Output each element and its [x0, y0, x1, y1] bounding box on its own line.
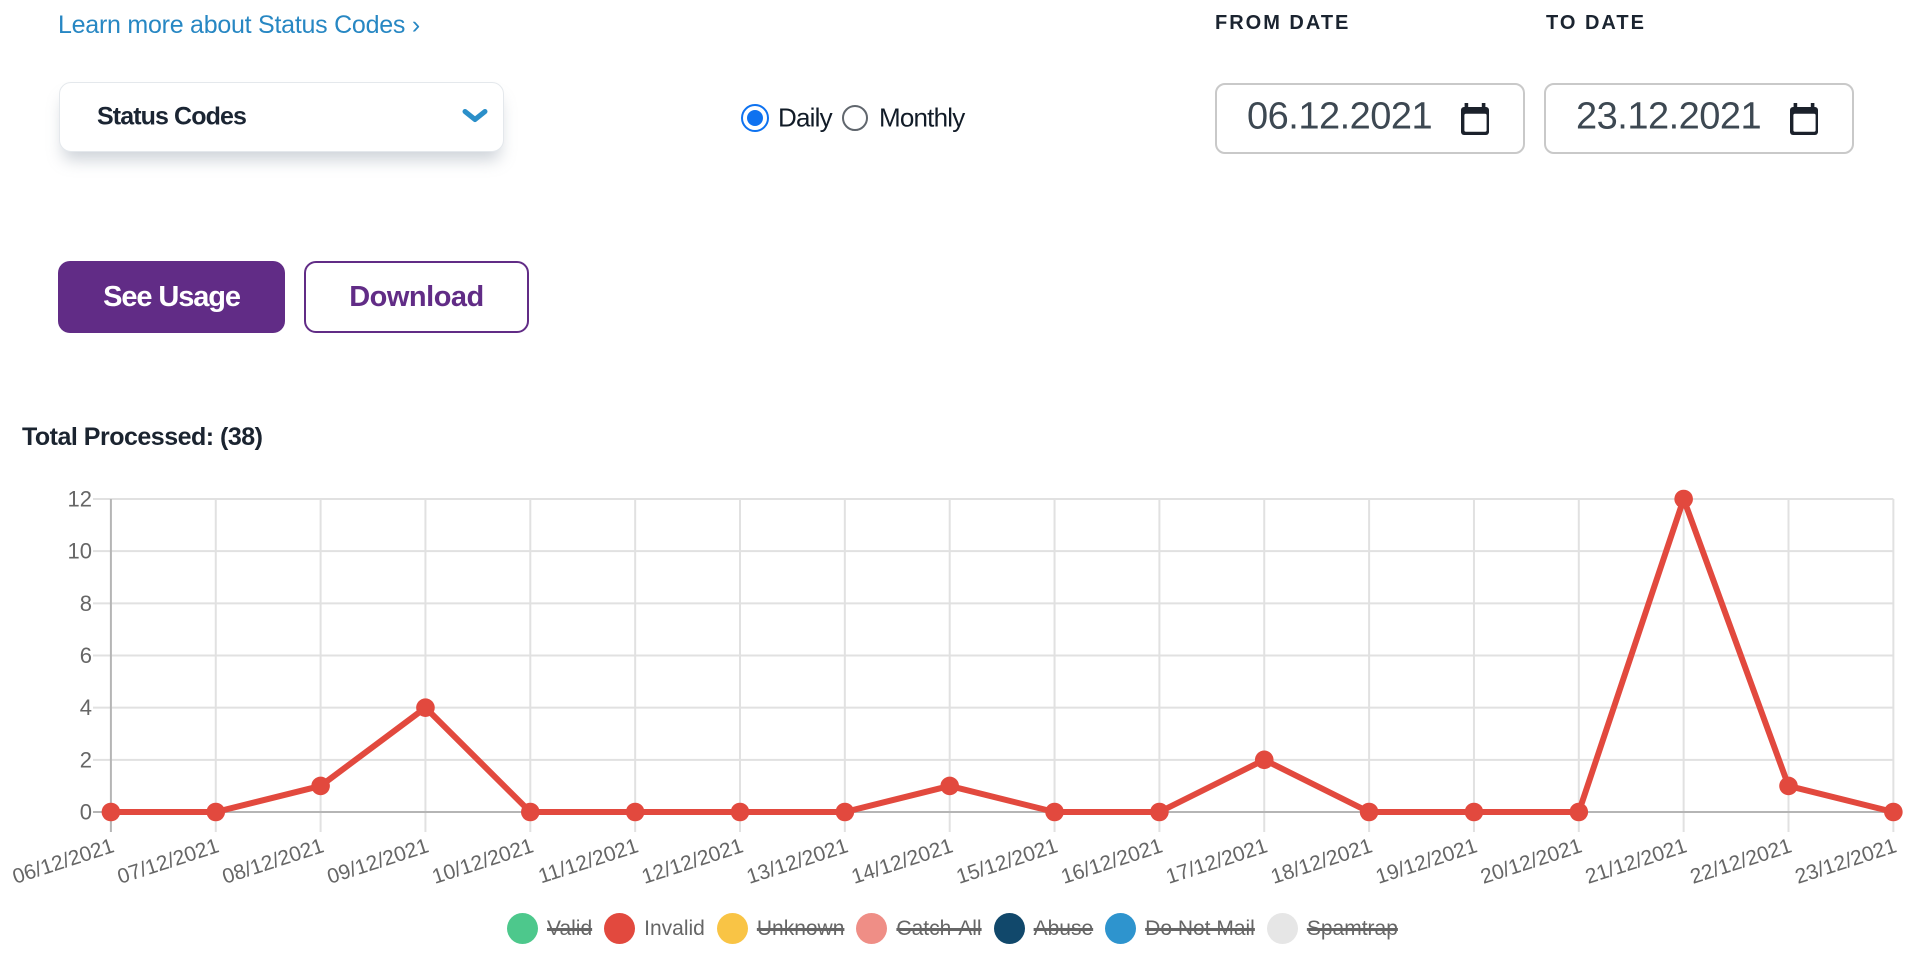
svg-text:19/12/2021: 19/12/2021	[1373, 834, 1480, 888]
svg-text:16/12/2021: 16/12/2021	[1058, 834, 1165, 888]
svg-text:11/12/2021: 11/12/2021	[536, 834, 642, 888]
svg-text:07/12/2021: 07/12/2021	[115, 834, 222, 888]
svg-text:14/12/2021: 14/12/2021	[849, 834, 956, 888]
svg-text:8: 8	[80, 591, 92, 616]
svg-text:4: 4	[80, 695, 92, 720]
svg-text:09/12/2021: 09/12/2021	[324, 834, 431, 888]
svg-text:06/12/2021: 06/12/2021	[10, 834, 117, 888]
svg-text:20/12/2021: 20/12/2021	[1478, 834, 1585, 888]
svg-text:15/12/2021: 15/12/2021	[954, 834, 1061, 888]
svg-text:12: 12	[68, 487, 92, 512]
svg-text:17/12/2021: 17/12/2021	[1163, 834, 1270, 888]
svg-text:12/12/2021: 12/12/2021	[639, 834, 746, 888]
svg-text:2: 2	[80, 747, 92, 772]
svg-text:18/12/2021: 18/12/2021	[1268, 834, 1375, 888]
svg-text:23/12/2021: 23/12/2021	[1792, 834, 1899, 888]
svg-text:13/12/2021: 13/12/2021	[744, 834, 851, 888]
svg-text:08/12/2021: 08/12/2021	[220, 834, 327, 888]
svg-text:10/12/2021: 10/12/2021	[429, 834, 536, 888]
svg-text:21/12/2021: 21/12/2021	[1583, 834, 1690, 888]
svg-text:0: 0	[80, 800, 92, 825]
svg-text:6: 6	[80, 643, 92, 668]
svg-text:22/12/2021: 22/12/2021	[1687, 834, 1794, 888]
svg-text:10: 10	[68, 539, 92, 564]
